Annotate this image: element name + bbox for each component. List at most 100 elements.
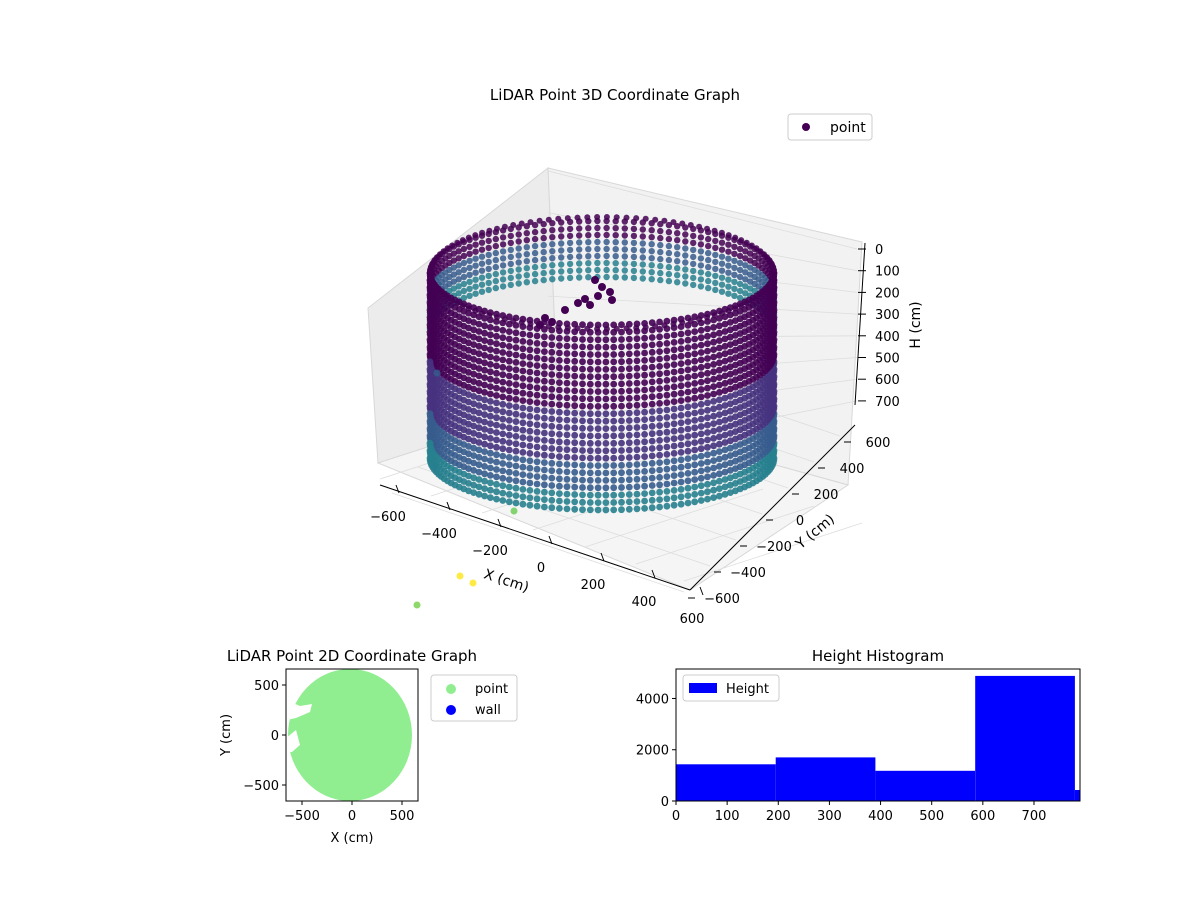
point-3d [665, 263, 673, 271]
point-3d [519, 493, 527, 501]
point-3d [648, 408, 656, 415]
point-3d [512, 381, 520, 388]
point-3d [657, 276, 664, 284]
point-3d-rim [623, 214, 630, 221]
point-3d-rim [444, 245, 451, 252]
point-3d [716, 344, 723, 352]
point-3d [548, 341, 556, 349]
point-3d [519, 352, 527, 360]
point-3d [493, 421, 500, 429]
point-3d [726, 385, 734, 393]
chart-histogram: Height Histogram 0 100 200 300 400 500 600 7000… [636, 647, 1081, 824]
point-3d [697, 423, 705, 430]
point-3d [712, 244, 719, 252]
point-3d [470, 444, 478, 452]
point-3d [704, 466, 711, 473]
point-3d [704, 436, 711, 444]
point-3d [571, 365, 579, 373]
point-3d [487, 464, 494, 472]
point-3d [526, 435, 534, 442]
point-3d [663, 480, 671, 488]
point-3d [704, 377, 711, 385]
point-3d [625, 439, 633, 447]
point-3d [716, 448, 723, 455]
point-3d [470, 333, 478, 341]
point-3d [487, 361, 494, 368]
point-3d [455, 262, 462, 269]
point-3d-rim [449, 297, 456, 304]
point-3d [466, 243, 473, 250]
point-3d [656, 474, 663, 481]
point-3d [610, 410, 618, 418]
point-3d [566, 260, 574, 268]
point-3d [721, 416, 729, 424]
legend-3d-frame [787, 113, 873, 141]
point-3d [618, 402, 625, 410]
point-3d [493, 362, 500, 370]
point-3d [656, 370, 663, 378]
point-3d [571, 454, 579, 461]
point-3d-cluster [541, 314, 549, 322]
point-3d [472, 248, 479, 255]
point-3d [732, 406, 739, 413]
point-3d [571, 372, 579, 380]
point-3d [450, 285, 457, 292]
point-3d [579, 417, 586, 425]
point-3d [499, 269, 507, 276]
point-3d [639, 240, 646, 247]
point-3d [691, 424, 699, 432]
point-3d [541, 385, 548, 392]
point-3d [684, 366, 692, 374]
point-3d-rim [718, 310, 725, 317]
point-3d [585, 260, 592, 267]
point-3d [548, 474, 556, 482]
point-3d [460, 266, 468, 274]
point-3d [710, 383, 717, 390]
point-3d [641, 349, 648, 357]
point-3d [732, 398, 739, 406]
point-3d [610, 373, 618, 381]
point-3d [726, 459, 734, 467]
point-3d [487, 353, 494, 361]
x-tick-label: −200 [472, 544, 508, 559]
point-3d [531, 228, 539, 236]
point-3d [697, 276, 705, 283]
point-3d [625, 431, 633, 439]
point-3d [493, 414, 500, 422]
point-3d [633, 446, 641, 454]
point-3d [674, 265, 681, 272]
point-3d [677, 338, 685, 345]
x-tick-label: 200 [581, 578, 606, 593]
point-3d [682, 238, 689, 245]
point-3d-rim [687, 318, 694, 324]
point-3d [691, 387, 699, 395]
point-3d [519, 404, 527, 412]
point-3d [633, 401, 641, 409]
point-3d [656, 451, 663, 459]
point-3d [548, 496, 556, 504]
point-3d [648, 363, 656, 371]
point-3d [712, 279, 719, 287]
point-3d [674, 279, 681, 286]
point-3d [526, 450, 534, 457]
point-3d [602, 366, 610, 373]
point-3d [594, 410, 602, 418]
point-3d [742, 290, 749, 297]
z-tick-label: 500 [875, 352, 900, 367]
point-3d [690, 239, 697, 247]
point-3d [725, 290, 732, 297]
point-3d [710, 494, 717, 501]
point-3d [505, 417, 513, 424]
point-3d [648, 467, 656, 475]
point-3d [697, 482, 705, 490]
point-3d [579, 328, 586, 336]
point-3d [618, 373, 625, 380]
point-3d [710, 479, 717, 487]
point-3d [512, 492, 520, 499]
point-3d [499, 378, 507, 386]
point-3d [512, 388, 520, 396]
point-3d [586, 506, 594, 514]
point-3d [670, 494, 678, 502]
point-3d [736, 294, 744, 302]
point-3d [426, 373, 434, 380]
